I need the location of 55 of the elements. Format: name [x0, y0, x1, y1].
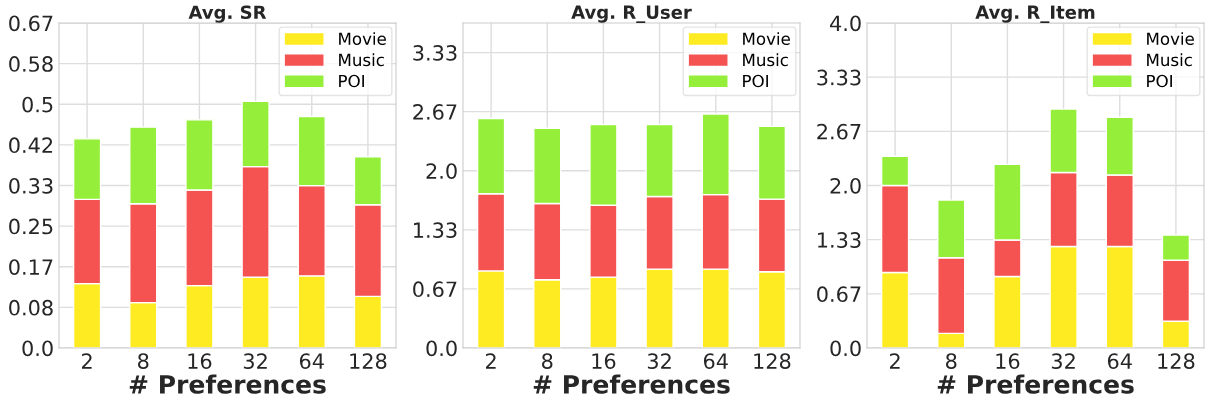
x-tick-label: 32 [243, 353, 267, 369]
y-tick-label: 0.33 [9, 177, 53, 194]
legend-label: POI [339, 74, 364, 88]
y-tick-label: 1.33 [414, 222, 457, 239]
x-tick-label: 128 [754, 353, 791, 369]
x-tick-label: 32 [647, 353, 671, 369]
y-tick-label: 4.0 [830, 15, 861, 32]
x-tick-label: 8 [542, 353, 553, 369]
y-tick-label: 2.67 [817, 123, 861, 140]
chart-title: Avg. SR [188, 5, 267, 23]
y-tick-label: 0.17 [9, 259, 53, 275]
y-tick-label: 3.33 [413, 45, 457, 61]
x-tick-label: 32 [1051, 353, 1075, 369]
y-tick-label: 1.33 [818, 232, 861, 248]
y-tick-label: 3.33 [817, 69, 861, 86]
x-tick-label: 8 [138, 353, 149, 369]
chart-title: Avg. R_User [571, 5, 692, 23]
legend-label: Movie [743, 32, 790, 46]
y-tick-label: 0.67 [413, 281, 457, 298]
y-tick-label: 0.5 [22, 96, 53, 113]
y-tick-label: 0.0 [426, 340, 457, 357]
x-tick-label: 2 [889, 353, 900, 369]
x-tick-label: 64 [1107, 353, 1132, 369]
y-tick-label: 0.08 [9, 299, 53, 316]
x-tick-label: 128 [1158, 353, 1195, 369]
x-tick-label: 16 [996, 353, 1020, 369]
x-tick-label: 128 [350, 353, 387, 369]
y-tick-label: 0.25 [9, 218, 53, 235]
x-axis-title: # Preferences [129, 374, 326, 394]
x-tick-label: 8 [946, 353, 957, 369]
legend-label: Music [1147, 53, 1192, 67]
y-tick-label: 0.0 [830, 340, 861, 357]
y-tick-label: 0.58 [9, 56, 53, 72]
legend-label: Music [743, 53, 788, 67]
legend-label: Movie [1147, 32, 1194, 46]
x-tick-label: 2 [485, 353, 496, 369]
chart-title: Avg. R_Item [975, 5, 1095, 23]
legend-label: Movie [339, 32, 386, 46]
x-axis-title: # Preferences [533, 374, 730, 394]
x-tick-label: 16 [592, 353, 616, 369]
y-tick-label: 0.0 [22, 340, 53, 357]
y-tick-label: 0.67 [817, 286, 861, 303]
x-tick-label: 64 [299, 353, 324, 369]
x-tick-label: 16 [188, 353, 212, 369]
y-tick-label: 0.67 [9, 15, 53, 32]
legend-label: POI [1147, 74, 1172, 88]
y-tick-label: 2.67 [413, 104, 457, 120]
y-tick-label: 2.0 [830, 177, 861, 194]
y-tick-label: 2.0 [426, 163, 457, 179]
x-axis-title: # Preferences [937, 374, 1134, 394]
legend-label: POI [743, 74, 768, 88]
legend-label: Music [339, 53, 384, 67]
x-tick-label: 2 [81, 353, 92, 369]
x-tick-label: 64 [703, 353, 728, 369]
y-tick-label: 0.42 [9, 137, 53, 154]
